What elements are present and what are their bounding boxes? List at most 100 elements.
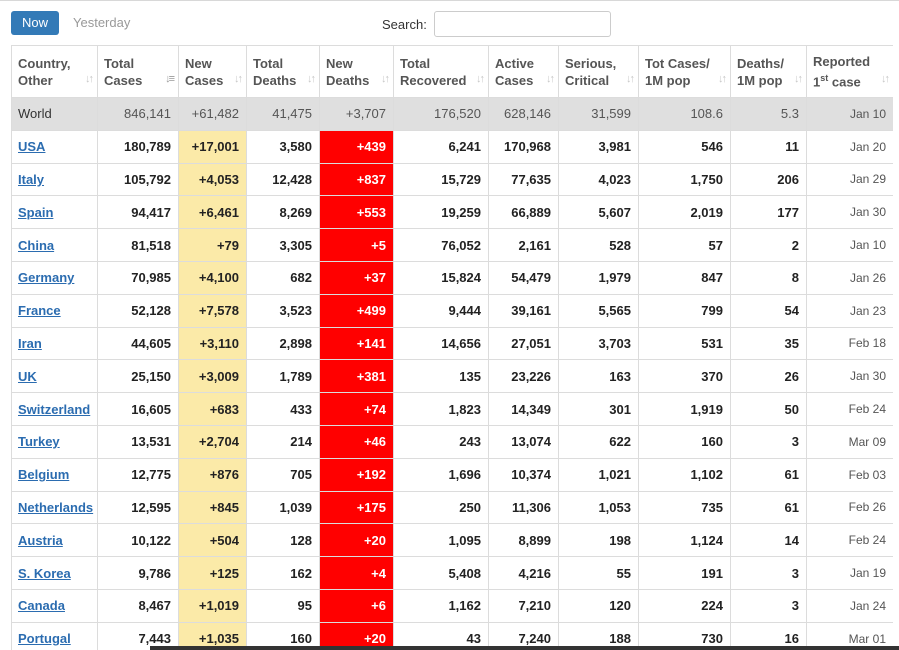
cell-total-deaths: 214 (246, 424, 320, 459)
cell-new-deaths: +381 (319, 359, 394, 394)
column-header-total-cases[interactable]: Total Cases ↓≡ (97, 45, 179, 98)
cell-total-cases: 52,128 (97, 293, 179, 328)
sort-descending-icon[interactable]: ↓≡ (165, 73, 175, 85)
column-header-deaths-per-1m[interactable]: Deaths/1M pop ↓↑ (730, 45, 807, 98)
cell-reported-first-case: Feb 18 (806, 326, 893, 361)
cell-reported-first-case: Feb 03 (806, 457, 893, 492)
sort-icon[interactable]: ↓↑ (381, 73, 390, 85)
cell-cases-per-1m: 799 (638, 293, 731, 328)
cell-reported-first-case: Jan 19 (806, 556, 893, 590)
column-header-line2: Recovered (400, 72, 467, 88)
table-row: USA 180,789 +17,001 3,580 +439 6,241 170,968 3,… (11, 129, 893, 164)
country-link[interactable]: Portugal (18, 631, 71, 647)
country-link[interactable]: France (18, 303, 61, 319)
cell-reported-first-case: Feb 24 (806, 523, 893, 558)
column-header-line2: Deaths (326, 72, 370, 88)
tab-yesterday[interactable]: Yesterday (73, 15, 131, 30)
column-header-country[interactable]: Country, Other ↓↑ (11, 45, 98, 98)
cell-active-cases: 8,899 (488, 523, 559, 558)
sort-icon[interactable]: ↓↑ (234, 73, 243, 85)
cell-total-deaths: 682 (246, 260, 320, 295)
country-link[interactable]: USA (18, 139, 46, 155)
cell-deaths-per-1m: 50 (730, 392, 807, 426)
cell-active-cases: 66,889 (488, 195, 559, 230)
country-link[interactable]: Turkey (18, 434, 60, 450)
table-row: Belgium 12,775 +876 705 +192 1,696 10,374 1,021… (11, 457, 893, 492)
column-header-serious-critical[interactable]: Serious, Critical ↓↑ (558, 45, 639, 98)
cell-reported-first-case: Feb 26 (806, 490, 893, 525)
country-link[interactable]: China (18, 237, 55, 253)
cell-new-deaths: +837 (319, 162, 394, 197)
cell-serious-critical: 31,599 (558, 97, 639, 131)
country-link[interactable]: Austria (18, 532, 63, 548)
cell-total-cases: 180,789 (97, 129, 179, 164)
cell-new-cases: +683 (178, 392, 247, 426)
sort-icon[interactable]: ↓↑ (718, 73, 727, 85)
sort-icon[interactable]: ↓↑ (881, 73, 890, 85)
sort-icon[interactable]: ↓↑ (794, 73, 803, 85)
cell-cases-per-1m: 2,019 (638, 195, 731, 230)
country-link[interactable]: Spain (18, 204, 54, 220)
column-header-reported-first-case[interactable]: Reported 1st case ↓↑ (806, 45, 893, 98)
cell-country: USA (11, 129, 98, 164)
country-link[interactable]: S. Korea (18, 565, 71, 581)
cell-new-cases: +61,482 (178, 97, 247, 131)
cell-deaths-per-1m: 206 (730, 162, 807, 197)
country-link[interactable]: Belgium (18, 467, 70, 483)
sort-icon[interactable]: ↓↑ (307, 73, 316, 85)
cell-active-cases: 170,968 (488, 129, 559, 164)
search-input[interactable] (433, 11, 611, 37)
cell-cases-per-1m: 1,750 (638, 162, 731, 197)
sort-icon[interactable]: ↓↑ (85, 73, 94, 85)
column-header-active-cases[interactable]: Active Cases ↓↑ (488, 45, 559, 98)
column-header-total-deaths[interactable]: Total Deaths ↓↑ (246, 45, 320, 98)
cell-reported-first-case: Jan 20 (806, 129, 893, 164)
column-header-line2: Deaths (253, 72, 297, 88)
sort-icon[interactable]: ↓↑ (546, 73, 555, 85)
cell-reported-first-case: Jan 30 (806, 359, 893, 394)
country-stats-table: Country, Other ↓↑ Total Cases ↓≡ New Cases ↓↑ Tot… (11, 45, 893, 650)
table-row: China 81,518 +79 3,305 +5 76,052 2,161 528 57 2 Ja… (11, 228, 893, 262)
country-link[interactable]: Italy (18, 171, 45, 187)
cell-active-cases: 23,226 (488, 359, 559, 394)
cell-country: Iran (11, 326, 98, 361)
sort-icon[interactable]: ↓↑ (626, 73, 635, 85)
cell-total-recovered: 1,696 (393, 457, 489, 492)
cell-total-deaths: 3,580 (246, 129, 320, 164)
column-header-line2: 1M pop (645, 72, 691, 88)
cell-deaths-per-1m: 3 (730, 424, 807, 459)
column-header-line1: Reported (813, 53, 871, 69)
cell-country: Switzerland (11, 392, 98, 426)
tab-now[interactable]: Now (11, 11, 59, 35)
cell-new-deaths: +6 (319, 588, 394, 623)
country-link[interactable]: Canada (18, 598, 65, 614)
cell-new-cases: +4,053 (178, 162, 247, 197)
country-link[interactable]: Germany (18, 270, 75, 286)
column-header-line2: Critical (565, 72, 610, 88)
cell-serious-critical: 3,703 (558, 326, 639, 361)
country-link[interactable]: Switzerland (18, 401, 91, 417)
country-link[interactable]: Iran (18, 335, 42, 351)
column-header-line2: Cases (185, 72, 224, 88)
horizontal-scrollbar[interactable] (150, 646, 899, 650)
column-header-new-deaths[interactable]: New Deaths ↓↑ (319, 45, 394, 98)
column-header-total-recovered[interactable]: Total Recovered ↓↑ (393, 45, 489, 98)
cell-deaths-per-1m: 177 (730, 195, 807, 230)
country-link[interactable]: Netherlands (18, 499, 94, 515)
cell-total-cases: 12,775 (97, 457, 179, 492)
cell-new-cases: +845 (178, 490, 247, 525)
table-header-row: Country, Other ↓↑ Total Cases ↓≡ New Cases ↓↑ Tot… (11, 45, 893, 98)
cell-total-recovered: 250 (393, 490, 489, 525)
table-body: World 846,141 +61,482 41,475 +3,707 176,520 62… (11, 97, 893, 650)
column-header-new-cases[interactable]: New Cases ↓↑ (178, 45, 247, 98)
table-row: Iran 44,605 +3,110 2,898 +141 14,656 27,051 3,7… (11, 326, 893, 361)
column-header-cases-per-1m[interactable]: Tot Cases/1M pop ↓↑ (638, 45, 731, 98)
table-row: France 52,128 +7,578 3,523 +499 9,444 39,161 5,… (11, 293, 893, 328)
cell-new-cases: +3,110 (178, 326, 247, 361)
country-link[interactable]: UK (18, 368, 37, 384)
column-header-line2: Cases (104, 72, 143, 88)
cell-serious-critical: 5,565 (558, 293, 639, 328)
cell-country: World (11, 97, 98, 131)
sort-icon[interactable]: ↓↑ (476, 73, 485, 85)
cell-serious-critical: 622 (558, 424, 639, 459)
